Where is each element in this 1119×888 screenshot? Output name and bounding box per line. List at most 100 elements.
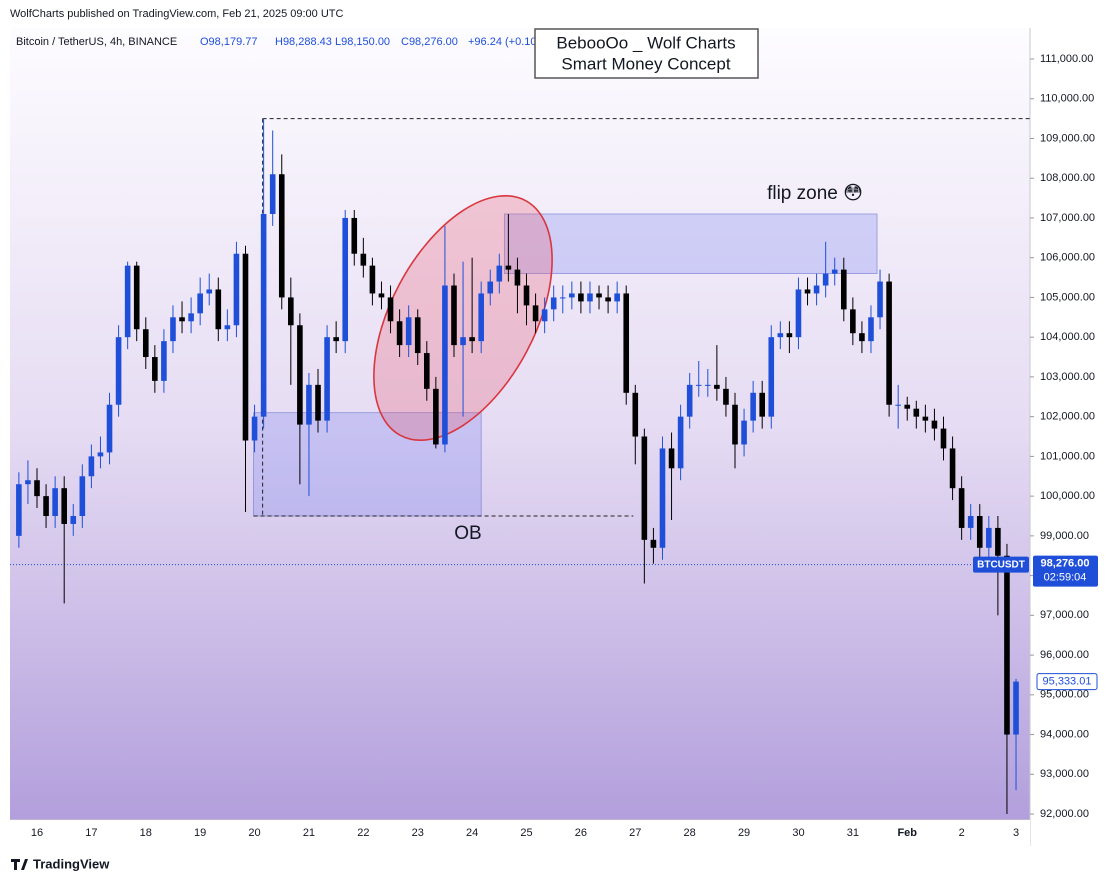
y-tick-label: 104,000.00 (1040, 331, 1095, 343)
candle-body (396, 321, 403, 346)
candle-body (179, 317, 185, 322)
x-tick-label: 28 (684, 827, 696, 839)
candle-body (541, 309, 548, 322)
candle-body (451, 285, 457, 346)
y-tick-label: 93,000.00 (1040, 768, 1089, 780)
candle-body (378, 293, 385, 298)
x-tick-label: 20 (248, 827, 260, 839)
candle-body (387, 297, 394, 322)
candle-body (578, 293, 584, 302)
candle-body (804, 289, 811, 294)
candle-body (940, 428, 947, 449)
candle-body (877, 281, 883, 318)
x-tick-label: 17 (85, 827, 97, 839)
candle-body (161, 341, 167, 381)
x-tick-label: 16 (31, 827, 43, 839)
candle-body (759, 392, 765, 417)
y-tick-label: 108,000.00 (1040, 172, 1095, 184)
y-tick-label: 94,000.00 (1040, 728, 1089, 740)
y-tick-label: 96,000.00 (1040, 649, 1089, 661)
footer: TradingView (33, 856, 110, 871)
last-price-label: 98,276.00 (1041, 558, 1090, 570)
candle-body (587, 293, 593, 302)
candle-body (152, 357, 158, 381)
candle-body (469, 337, 475, 342)
zone (503, 213, 878, 274)
marker-price-tag (1036, 673, 1098, 691)
candle-body (61, 488, 67, 524)
candle-body (632, 392, 639, 437)
plot-area (10, 28, 1030, 820)
candle-body (478, 293, 484, 342)
x-tick-label: Feb (897, 827, 917, 839)
candle-body (43, 496, 49, 516)
x-tick-label: 25 (520, 827, 532, 839)
candle-body (822, 273, 829, 286)
ohlc-close: C98,276.00 (401, 36, 458, 48)
y-tick-label: 109,000.00 (1040, 132, 1095, 144)
x-tick-label: 31 (847, 827, 859, 839)
candle-body (188, 313, 194, 322)
candle-body (405, 317, 412, 346)
candle-body (1013, 681, 1019, 735)
x-tick-label: 22 (357, 827, 369, 839)
y-tick-label: 107,000.00 (1040, 212, 1095, 224)
candle-body (840, 269, 847, 310)
candle-body (714, 384, 720, 389)
candle-body (1004, 555, 1010, 735)
candle-body (79, 476, 86, 516)
candle-body (197, 293, 203, 314)
x-tick-label: 30 (792, 827, 804, 839)
candle-body (288, 297, 294, 326)
candle-body (460, 337, 466, 346)
y-tick-label: 100,000.00 (1040, 490, 1095, 502)
candle-body (233, 253, 240, 326)
x-tick-label: 18 (140, 827, 152, 839)
candle-body (967, 515, 974, 528)
y-tick-label: 99,000.00 (1040, 530, 1089, 542)
candle-body (949, 448, 956, 489)
candle-body (596, 293, 602, 298)
candle-body (859, 333, 865, 342)
candle-body (52, 488, 58, 516)
candle-body (242, 253, 249, 441)
candle-body (414, 317, 421, 354)
candle-body (795, 289, 802, 338)
candle-body (269, 174, 276, 214)
y-tick-label: 92,000.00 (1040, 808, 1089, 820)
candle-body (532, 305, 539, 322)
candle-body (641, 436, 648, 540)
candle-body (369, 265, 376, 294)
candle-body (278, 174, 285, 298)
candle-body (741, 420, 747, 445)
candle-body (88, 456, 95, 477)
candle-body (97, 452, 104, 457)
y-tick-label: 102,000.00 (1040, 411, 1095, 423)
y-tick-label: 105,000.00 (1040, 291, 1095, 303)
title-box (534, 28, 759, 79)
candle-body (695, 384, 702, 386)
candle-body (705, 384, 711, 386)
candle-body (124, 265, 131, 338)
candle-body (306, 384, 312, 425)
candle-body (768, 337, 775, 417)
candle-body (142, 329, 149, 358)
candle-body (777, 333, 784, 338)
candle-body (487, 281, 494, 294)
candle-body (686, 384, 693, 417)
candle-body (677, 416, 684, 469)
candle-body (505, 265, 512, 270)
candle-body (260, 213, 267, 417)
symbol: Bitcoin / TetherUS, 4h, BINANCE (16, 36, 177, 48)
candle-body (360, 253, 367, 266)
candle-body (605, 297, 611, 302)
candle-body (732, 404, 738, 445)
ohlc-change: +96.24 (+0.10%) (468, 36, 550, 48)
candle-body (813, 285, 820, 294)
candle-body (251, 416, 258, 441)
candle-body (433, 388, 439, 445)
candle-body (569, 293, 575, 298)
y-tick-label: 110,000.00 (1040, 93, 1094, 105)
candle-body (523, 285, 530, 306)
